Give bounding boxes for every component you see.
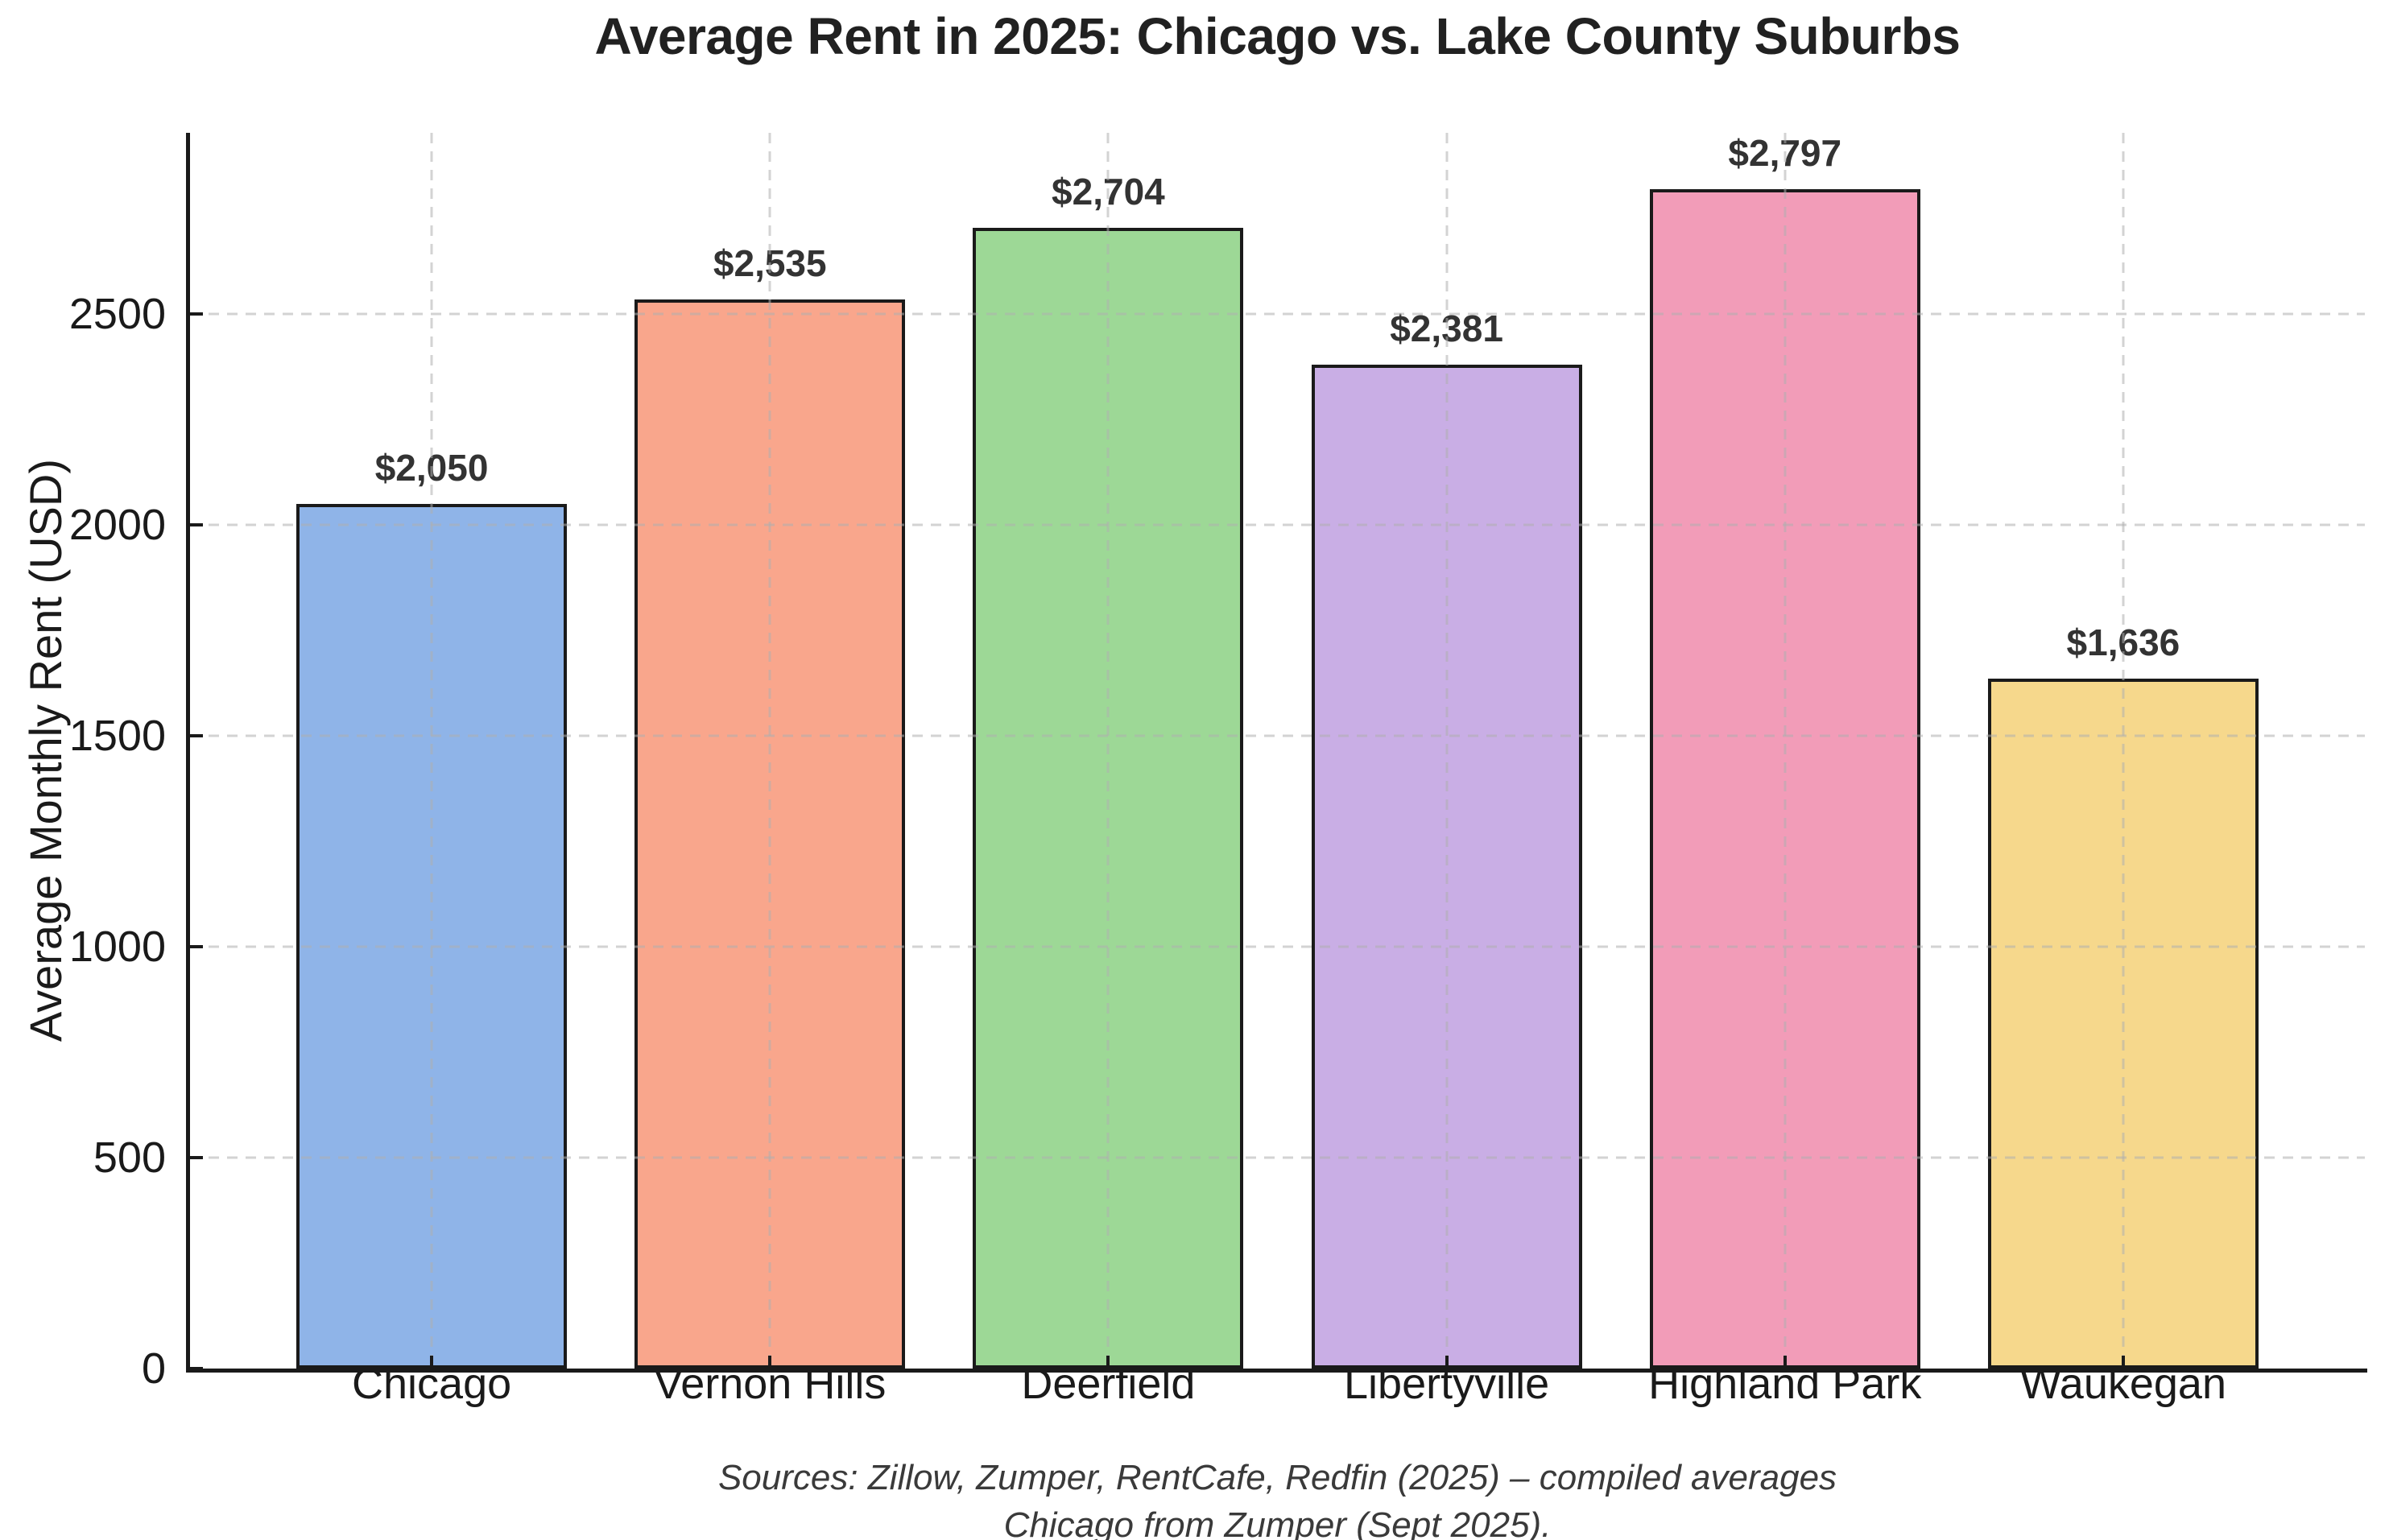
vertical-gridline [430, 133, 433, 1369]
y-tick-mark [190, 1156, 203, 1160]
y-tick-label: 500 [93, 1133, 166, 1183]
y-axis-spine [186, 133, 190, 1373]
vertical-gridline [768, 133, 771, 1369]
y-tick-mark [190, 945, 203, 949]
tick-mark-layer [190, 133, 2365, 1370]
y-tick-label: 1000 [68, 923, 166, 972]
source-line-2: Chicago from Zumper (Sept 2025). [1003, 1505, 1552, 1540]
vertical-gridline [2122, 133, 2125, 1369]
y-tick-mark [190, 523, 203, 527]
x-tick-mark [430, 1356, 434, 1369]
y-tick-labels: 0 500 1000 1500 2000 2500 [0, 133, 166, 1393]
x-axis-spine [186, 1369, 2367, 1373]
plot-area: $2,050 $2,535 $2,704 $2,381 $2,797 $1,636 [186, 132, 2367, 1373]
grid-layer [190, 133, 2365, 1369]
y-tick-mark [190, 1367, 203, 1370]
vertical-gridline [1445, 133, 1449, 1369]
vertical-gridline [1783, 133, 1787, 1369]
chart-title: Average Rent in 2025: Chicago vs. Lake C… [594, 7, 1961, 65]
x-tick-mark [768, 1356, 772, 1369]
y-tick-label: 2500 [68, 290, 166, 339]
y-tick-label: 1500 [68, 712, 166, 761]
vertical-gridline [1106, 133, 1110, 1369]
horizontal-gridline [190, 734, 2365, 737]
horizontal-gridline [190, 312, 2365, 316]
x-tick-mark [1106, 1356, 1110, 1369]
horizontal-gridline [190, 1156, 2365, 1159]
y-tick-mark [190, 734, 203, 738]
horizontal-gridline [190, 523, 2365, 526]
y-tick-label: 0 [141, 1344, 166, 1393]
horizontal-gridline [190, 945, 2365, 948]
y-tick-label: 2000 [68, 501, 166, 550]
x-tick-mark [2121, 1356, 2125, 1369]
x-tick-mark [1783, 1356, 1787, 1369]
x-tick-mark [1445, 1356, 1449, 1369]
source-note: Sources: Zillow, Zumper, RentCafe, Redfi… [190, 1454, 2365, 1540]
y-tick-mark [190, 312, 203, 316]
source-line-1: Sources: Zillow, Zumper, RentCafe, Redfi… [717, 1458, 1837, 1497]
